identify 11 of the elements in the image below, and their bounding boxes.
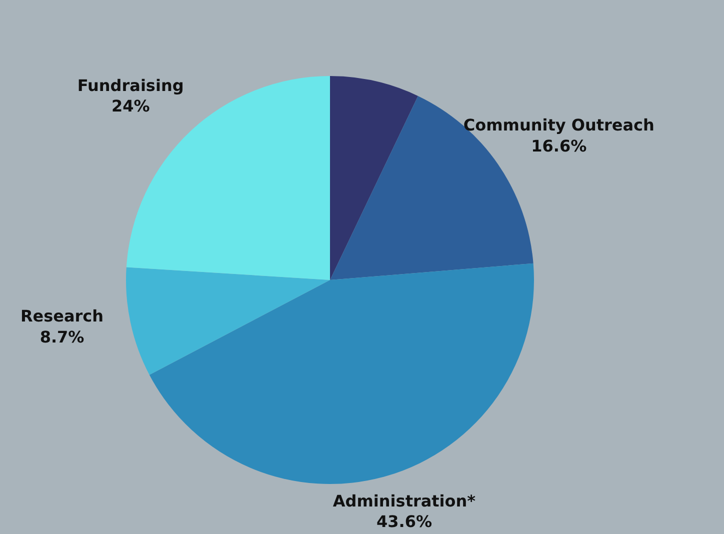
slice-label: Community Outreach xyxy=(463,116,654,135)
pie-slice xyxy=(126,267,330,375)
data-label: 16.6% xyxy=(531,136,587,156)
slice-label: Fundraising xyxy=(77,76,184,95)
data-label: 43.6% xyxy=(376,512,432,532)
pie-slice xyxy=(149,263,534,484)
slice-label: Research xyxy=(20,306,104,326)
data-label: 24% xyxy=(111,96,150,116)
slice-label: Administration* xyxy=(332,491,476,510)
data-label: 8.7% xyxy=(40,327,84,346)
pie-slice xyxy=(330,76,418,280)
